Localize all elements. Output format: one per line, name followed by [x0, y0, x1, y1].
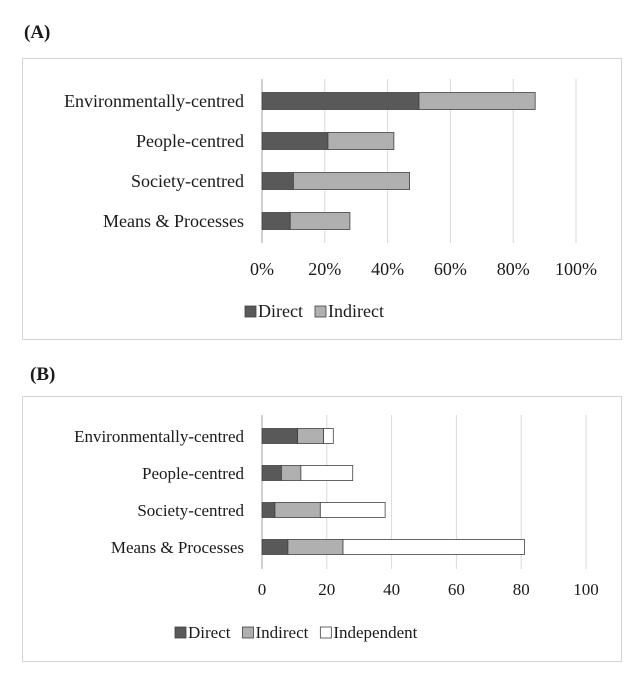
x-tick-label: 60% — [434, 259, 467, 279]
bar-direct — [261, 132, 329, 150]
category-label: Environmentally-centred — [64, 91, 244, 111]
legend-label: Independent — [333, 623, 417, 642]
chart-b-frame: Environmentally-centred People-centred Soc… — [22, 396, 622, 662]
bar-indirect — [327, 132, 395, 150]
bar-direct — [261, 92, 420, 110]
bar-indirect — [287, 539, 344, 555]
x-tick-label: 40 — [383, 580, 400, 599]
legend-swatch-independent — [319, 626, 332, 639]
bar-indirect — [281, 465, 302, 481]
category-label: People-centred — [142, 464, 244, 483]
x-tick-label: 60 — [448, 580, 465, 599]
category-label: Means & Processes — [111, 538, 244, 557]
bar-direct — [261, 428, 299, 444]
panel-b-label: (B) — [30, 364, 56, 385]
bar-direct — [261, 212, 291, 230]
bar-indirect — [289, 212, 351, 230]
bar-indirect — [292, 172, 410, 190]
bar-independent — [323, 428, 334, 444]
legend-label: Direct — [188, 623, 231, 642]
bar-independent — [342, 539, 525, 555]
legend-label: Direct — [258, 301, 303, 321]
chart-a-frame: Environmentally-centred People-centred Soc… — [22, 58, 622, 340]
x-tick-label: 100% — [555, 259, 597, 279]
legend-swatch-direct — [244, 305, 257, 318]
chart-b: Environmentally-centred People-centred Soc… — [74, 415, 599, 642]
bar-direct — [261, 539, 289, 555]
bar-direct — [261, 465, 282, 481]
panel-a-label: (A) — [24, 22, 51, 43]
legend-swatch-indirect — [314, 305, 327, 318]
bar-direct — [261, 502, 276, 518]
bar-indirect — [297, 428, 324, 444]
x-tick-label: 0 — [258, 580, 267, 599]
legend-swatch-direct — [174, 626, 187, 639]
x-tick-label: 20 — [318, 580, 335, 599]
category-label: Means & Processes — [103, 211, 244, 231]
x-tick-label: 80% — [497, 259, 530, 279]
category-label: Society-centred — [137, 501, 244, 520]
bar-indirect — [274, 502, 321, 518]
category-label: Environmentally-centred — [74, 427, 244, 446]
chart-a: Environmentally-centred People-centred Soc… — [64, 79, 597, 321]
x-tick-label: 100 — [573, 580, 599, 599]
x-tick-label: 0% — [250, 259, 274, 279]
bar-independent — [319, 502, 386, 518]
bar-independent — [300, 465, 354, 481]
x-tick-label: 40% — [371, 259, 404, 279]
x-tick-label: 80 — [513, 580, 530, 599]
category-label: People-centred — [136, 131, 244, 151]
bar-indirect — [418, 92, 536, 110]
legend-label: Indirect — [255, 623, 308, 642]
bar-direct — [261, 172, 294, 190]
category-label: Society-centred — [131, 171, 244, 191]
legend-label: Indirect — [328, 301, 384, 321]
x-tick-label: 20% — [308, 259, 341, 279]
legend-swatch-indirect — [242, 626, 254, 639]
